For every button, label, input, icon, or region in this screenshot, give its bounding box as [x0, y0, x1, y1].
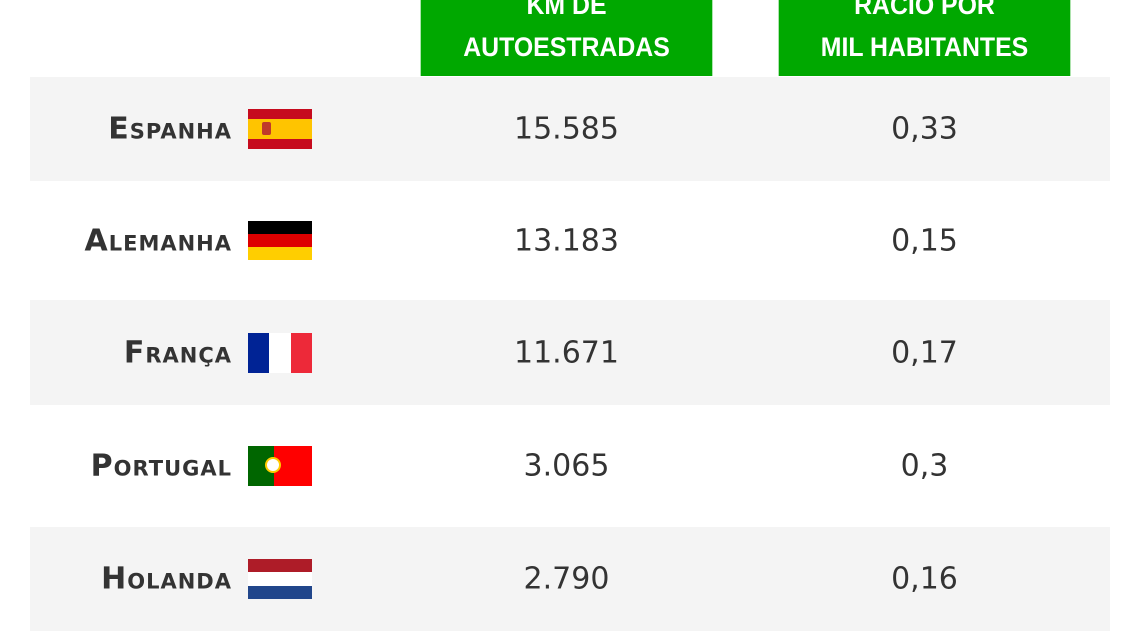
ratio-value: 0,16 — [891, 561, 958, 597]
country-name: Alemanha — [84, 223, 232, 258]
germany-flag-icon — [248, 220, 312, 261]
table-row: Holanda 2.790 0,16 — [30, 527, 1110, 631]
km-value: 11.671 — [514, 335, 619, 370]
header-ratio: RACIO POR MIL HABITANTES — [778, 0, 1071, 76]
table-row: Espanha 15.585 0,33 — [30, 77, 1110, 181]
km-value: 3.065 — [523, 448, 610, 484]
header-ratio-line2: MIL HABITANTES — [820, 32, 1029, 62]
header-ratio-line1: RACIO POR — [854, 0, 995, 20]
france-flag-icon — [248, 332, 312, 373]
country-name: Holanda — [101, 561, 232, 597]
km-value: 15.585 — [514, 111, 619, 147]
spain-flag-icon — [248, 109, 312, 149]
netherlands-flag-icon — [248, 559, 312, 599]
header-km-line1: KM DE — [526, 0, 607, 20]
portugal-flag-icon — [248, 446, 312, 486]
table-row: Alemanha 13.183 0,15 — [30, 181, 1110, 300]
ratio-value: 0,15 — [891, 223, 958, 258]
ratio-value: 0,33 — [891, 111, 958, 147]
km-value: 13.183 — [514, 223, 619, 258]
country-name: Espanha — [108, 111, 232, 147]
header-km: KM DE AUTOESTRADAS — [420, 0, 713, 76]
country-name: Portugal — [90, 448, 232, 484]
country-name: França — [123, 335, 232, 370]
ratio-value: 0,3 — [900, 448, 949, 484]
header-km-line2: AUTOESTRADAS — [463, 32, 670, 62]
km-value: 2.790 — [523, 561, 610, 597]
ratio-value: 0,17 — [891, 335, 958, 370]
table-row: França 11.671 0,17 — [30, 300, 1110, 405]
table-row: Portugal 3.065 0,3 — [30, 405, 1110, 527]
